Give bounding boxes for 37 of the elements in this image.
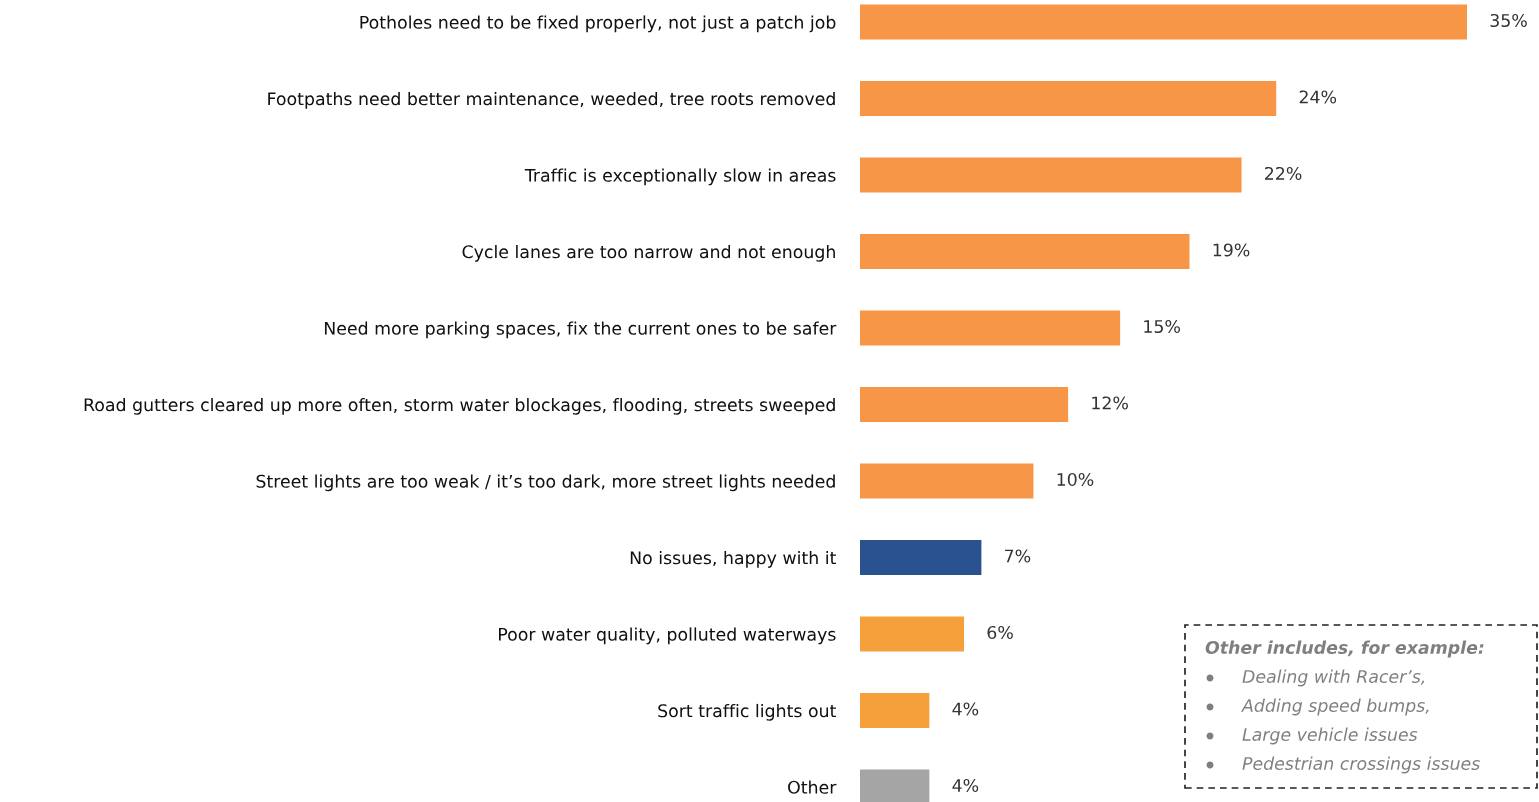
data-label: 24%: [1299, 90, 1337, 104]
y-tick-label: Cycle lanes are too narrow and not enough: [462, 244, 835, 262]
y-tick-label: Sort traffic lights out: [658, 703, 836, 721]
data-label: 35%: [1490, 13, 1527, 28]
bar: [860, 80, 1277, 117]
y-tick-label: Poor water quality, polluted waterways: [499, 627, 836, 645]
y-tick-label: Potholes need to be fixed properly, not just a patch job: [360, 15, 836, 33]
y-tick-label: Need more parking spaces, fix the current ones to be safer: [324, 321, 837, 339]
data-label: 22%: [1265, 166, 1302, 181]
data-label: 4%: [952, 702, 979, 716]
data-label: 10%: [1057, 472, 1094, 487]
annotation: Adding speed bumps,: [1241, 698, 1429, 716]
y-tick-label: Other: [788, 780, 837, 794]
y-tick-label: Street lights are too weak / it’s too dark, more street lights needed: [256, 474, 835, 492]
bar: [860, 539, 982, 576]
annotation: Dealing with Racer’s,: [1242, 669, 1425, 687]
data-label: 12%: [1092, 396, 1128, 410]
annotation: Pedestrian crossings issues: [1242, 756, 1480, 774]
bar: [860, 616, 965, 652]
data-label: 4%: [952, 778, 979, 793]
data-label: 6%: [987, 625, 1013, 640]
bar: [860, 692, 930, 729]
data-label: 15%: [1144, 319, 1180, 334]
bar: [860, 157, 1242, 193]
y-tick-label: Road gutters cleared up more often, storm water blockages, flooding, streets sweeped: [84, 397, 835, 415]
bar: [860, 463, 1034, 499]
bar: [860, 4, 1467, 40]
data-label: 7%: [1005, 549, 1031, 563]
annotation: Large vehicle issues: [1242, 727, 1418, 745]
annotation: Other includes, for example:: [1205, 640, 1484, 658]
bar: [860, 310, 1121, 346]
y-tick-label: Traffic is exceptionally slow in areas: [524, 168, 836, 186]
y-tick-label: Footpaths need better maintenance, weeded, tree roots removed: [268, 91, 835, 109]
data-label: 19%: [1213, 243, 1250, 257]
bar: [860, 386, 1069, 423]
y-tick-label: No issues, happy with it: [630, 550, 836, 568]
bar: [860, 233, 1190, 270]
